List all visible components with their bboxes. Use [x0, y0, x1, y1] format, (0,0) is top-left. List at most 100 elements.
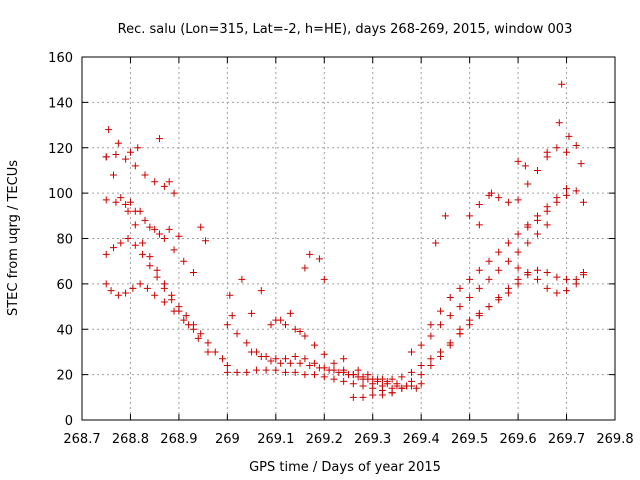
data-point [504, 198, 512, 206]
data-point [102, 153, 110, 161]
data-point [456, 284, 464, 292]
x-tick-label: 269.8 [596, 432, 633, 447]
x-tick-label: 269.5 [451, 432, 488, 447]
data-point [301, 264, 309, 272]
data-point [257, 287, 265, 295]
data-point [330, 359, 338, 367]
data-point [487, 189, 495, 197]
data-point [475, 309, 483, 317]
data-point [475, 266, 483, 274]
series-arc-16 [407, 221, 551, 356]
data-point [456, 325, 464, 333]
data-point [320, 275, 328, 283]
data-point [102, 250, 110, 258]
data-point [165, 178, 173, 186]
x-tick-label: 269.7 [548, 432, 585, 447]
data-point [194, 334, 202, 342]
data-point [151, 225, 159, 233]
data-point [364, 371, 372, 379]
data-point [407, 368, 415, 376]
x-tick-label: 269.4 [403, 432, 440, 447]
data-point [211, 348, 219, 356]
data-point [354, 366, 362, 374]
data-point [427, 355, 435, 363]
data-point [432, 239, 440, 247]
data-point [543, 269, 551, 277]
data-point [296, 359, 304, 367]
data-point [524, 239, 532, 247]
data-point [543, 207, 551, 215]
data-point [437, 348, 445, 356]
data-point [340, 355, 348, 363]
x-tick-label: 269.1 [257, 432, 294, 447]
data-point [378, 375, 386, 383]
data-point [170, 189, 178, 197]
data-point [180, 257, 188, 265]
data-point [233, 368, 241, 376]
data-point [543, 148, 551, 156]
data-point [475, 284, 483, 292]
x-tick-label: 269 [215, 432, 240, 447]
data-point [131, 241, 139, 249]
series-arc-9 [223, 366, 396, 397]
series-arc-20 [456, 266, 588, 333]
data-point [446, 293, 454, 301]
data-point [485, 275, 493, 283]
data-point [238, 275, 246, 283]
data-point [359, 382, 367, 390]
data-point [524, 223, 532, 231]
data-point [257, 352, 265, 360]
series-arc-4 [102, 280, 197, 333]
data-point [267, 321, 275, 329]
data-point [315, 255, 323, 263]
data-point [109, 171, 117, 179]
data-point [141, 171, 149, 179]
data-point [160, 235, 168, 242]
data-point [156, 135, 164, 143]
data-point [306, 362, 314, 370]
data-point [369, 375, 377, 383]
data-point [243, 339, 251, 347]
data-point [223, 368, 231, 376]
y-tick-label: 20 [56, 369, 73, 384]
data-point [543, 284, 551, 292]
data-point [202, 237, 210, 245]
data-point [124, 207, 132, 215]
data-point [325, 366, 333, 374]
data-point [320, 373, 328, 381]
data-point [466, 275, 474, 283]
series-arc-17 [427, 185, 571, 329]
data-point [340, 377, 348, 385]
data-point [485, 257, 493, 265]
data-point [189, 325, 197, 333]
series-arc-18 [466, 141, 580, 220]
data-point [182, 312, 190, 320]
data-point [417, 362, 425, 370]
data-point [572, 275, 580, 283]
data-point [563, 148, 571, 156]
data-point [153, 273, 161, 281]
data-point [291, 368, 299, 376]
data-point [580, 269, 588, 277]
data-point [335, 368, 343, 376]
data-point [102, 196, 110, 204]
data-point [296, 328, 304, 336]
data-point [122, 289, 130, 297]
data-point [136, 207, 144, 215]
data-point [185, 321, 193, 329]
data-point [553, 289, 561, 297]
x-tick-labels: 268.7 268.8 268.9 269 269.1 269.2 269.3 269.4 26… [63, 432, 633, 447]
data-point [109, 244, 117, 252]
data-point [504, 239, 512, 247]
data-point [485, 303, 493, 311]
data-point [437, 307, 445, 315]
data-point [354, 373, 362, 381]
data-point [359, 375, 367, 383]
data-point [153, 266, 161, 274]
data-point [441, 212, 449, 220]
data-point [156, 230, 164, 238]
series-arc-14 [349, 330, 464, 401]
data-point [219, 355, 227, 363]
series-arc-22 [524, 187, 588, 231]
data-point [563, 287, 571, 295]
